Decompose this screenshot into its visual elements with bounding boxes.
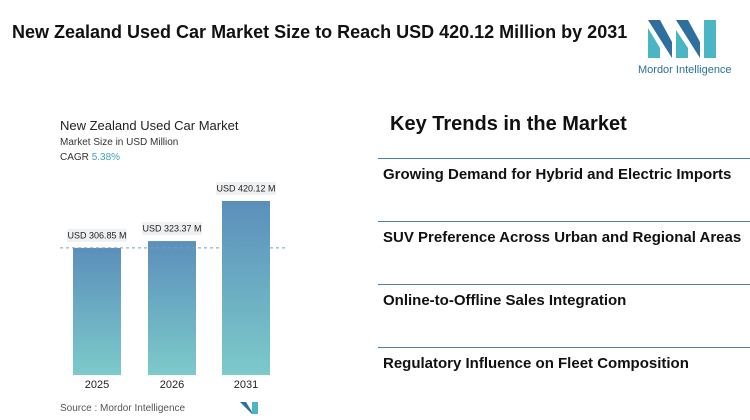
divider <box>378 158 750 159</box>
value-label: USD 323.37 M <box>142 223 201 233</box>
logo-text: Mordor Intelligence <box>638 64 732 76</box>
x-tick-label: 2026 <box>160 379 184 391</box>
x-tick-label: 2025 <box>85 379 109 391</box>
trend-item: Regulatory Influence on Fleet Compositio… <box>383 355 689 372</box>
bar <box>73 247 121 375</box>
bar <box>222 201 270 375</box>
trend-item: Growing Demand for Hybrid and Electric I… <box>383 166 732 183</box>
logo-mark <box>240 20 716 414</box>
page-title: New Zealand Used Car Market Size to Reac… <box>12 22 628 42</box>
value-label-bg <box>67 228 127 242</box>
divider <box>378 221 750 222</box>
chart-title: New Zealand Used Car Market <box>60 118 239 133</box>
value-label-bg <box>216 182 276 195</box>
trends-title: Key Trends in the Market <box>390 113 627 135</box>
source: Source : Mordor Intelligence <box>60 403 186 414</box>
value-label: USD 420.12 M <box>216 183 275 193</box>
x-tick-label: 2031 <box>234 379 258 391</box>
chart-subtitle: Market Size in USD Million <box>60 137 179 148</box>
bar <box>148 241 196 375</box>
divider <box>378 347 750 348</box>
cagr-label: CAGR <box>60 152 89 163</box>
trend-item: SUV Preference Across Urban and Regional… <box>383 229 742 246</box>
divider <box>378 284 750 285</box>
value-label: USD 306.85 M <box>67 230 126 240</box>
cagr-value: 5.38% <box>91 152 121 163</box>
cagr: CAGR 5.38% <box>60 152 120 163</box>
value-label-bg <box>142 222 202 236</box>
trend-item: Online-to-Offline Sales Integration <box>383 292 627 309</box>
